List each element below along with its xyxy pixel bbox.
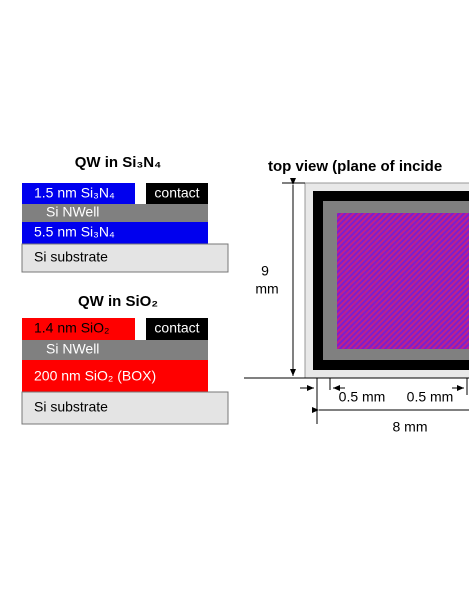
layer: [22, 340, 208, 360]
stack-title: QW in SiO₂: [78, 293, 158, 310]
layer: [22, 360, 208, 392]
layer: [22, 222, 208, 244]
active-area: [337, 213, 469, 349]
view-title: top view (plane of incide: [268, 158, 442, 175]
stack-title: QW in Si₃N₄: [75, 154, 162, 171]
substrate: [21, 391, 229, 425]
layer-label: Si substrate: [34, 249, 108, 265]
layer-label: 1.5 nm Si₃N₄: [34, 185, 115, 201]
layer: [22, 318, 135, 340]
layer-label: 1.4 nm SiO₂: [34, 320, 109, 336]
layer-label: contact: [154, 320, 199, 336]
layer-label: Si NWell: [46, 204, 99, 220]
layer: [22, 204, 208, 222]
contact: [146, 183, 208, 204]
dimension-label: 0.5 mm: [407, 389, 454, 405]
dimension-label: 9: [261, 263, 269, 279]
dimension-label: 8 mm: [393, 419, 428, 435]
layer-label: contact: [154, 185, 199, 201]
layer-label: Si NWell: [46, 341, 99, 357]
layer-label: 5.5 nm Si₃N₄: [34, 224, 115, 240]
layer-label: Si substrate: [34, 399, 108, 415]
contact: [146, 318, 208, 340]
substrate: [21, 243, 229, 273]
layer-label: 200 nm SiO₂ (BOX): [34, 368, 156, 384]
dimension-label: 0.5 mm: [339, 389, 386, 405]
dimension-label: mm: [255, 281, 278, 297]
layer: [22, 183, 135, 204]
